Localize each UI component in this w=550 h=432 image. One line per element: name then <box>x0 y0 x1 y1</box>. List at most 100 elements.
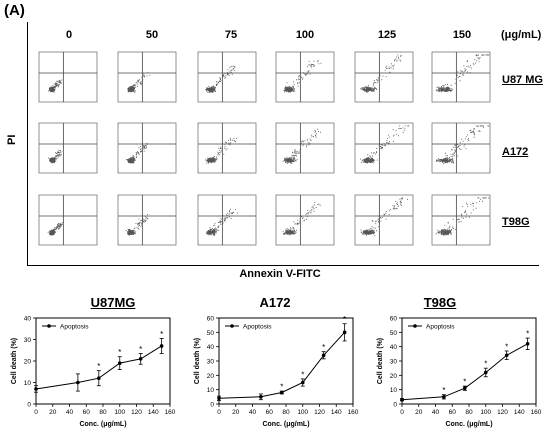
data-point <box>504 353 509 358</box>
line-chart-u87mg: 0 10 20 30 40 0 20 40 60 80 100 120 140 160 Conc. (μg/… <box>11 316 176 429</box>
data-point <box>400 397 404 402</box>
flow-plot-r1-c4 <box>354 122 414 174</box>
y-tick-label: 20 <box>390 373 398 380</box>
x-tick-label: 0 <box>400 409 404 416</box>
significance-mark: * <box>442 386 445 395</box>
x-tick-label: 40 <box>249 409 257 416</box>
significance-mark: * <box>484 360 487 369</box>
data-point <box>97 376 101 380</box>
significance-mark: * <box>160 330 163 339</box>
y-tick-label: 50 <box>390 330 398 337</box>
data-point <box>259 395 263 399</box>
concentration-label-75: 75 <box>224 29 238 41</box>
flow-dots <box>126 143 148 164</box>
y-tick-label: 20 <box>207 373 215 380</box>
x-tick-label: 140 <box>514 409 525 416</box>
data-point <box>159 344 164 348</box>
flow-dots <box>47 222 63 236</box>
concentration-label-150: 150 <box>452 29 472 41</box>
flow-plot-frame <box>38 122 98 174</box>
flow-dots <box>282 128 321 164</box>
legend-label: Apoptosis <box>60 323 89 330</box>
data-point <box>463 386 467 391</box>
y-tick-label: 50 <box>207 330 215 337</box>
x-tick-label: 20 <box>232 409 240 416</box>
data-point <box>34 387 38 391</box>
flow-dots <box>435 125 490 165</box>
x-axis-label: Conc. (μg/mL) <box>445 421 492 428</box>
x-tick-label: 80 <box>465 409 473 416</box>
y-tick-label: 0 <box>210 402 214 409</box>
data-point <box>321 353 326 358</box>
line-chart-t98g: 0 10 20 30 40 50 60 0 20 40 60 80 100 120 140 160 Conc. … <box>377 316 542 429</box>
x-tick-label: 60 <box>449 409 457 416</box>
flow-dots <box>206 208 239 236</box>
x-tick-label: 140 <box>331 409 342 416</box>
flow-plot-frame <box>354 51 414 103</box>
flow-plot-frame <box>38 194 98 246</box>
x-tick-label: 120 <box>314 409 325 416</box>
x-tick-label: 160 <box>348 409 359 416</box>
row-label-t98g: T98G <box>502 216 530 228</box>
flow-plot-r2-c2 <box>197 194 257 246</box>
concentration-label-0: 0 <box>65 29 73 41</box>
legend-marker <box>230 324 234 328</box>
flow-plot-frame <box>197 51 257 103</box>
y-tick-label: 10 <box>24 380 32 387</box>
series-line <box>401 343 528 401</box>
data-point <box>117 361 122 365</box>
flow-plot-r1-c1 <box>117 122 177 174</box>
x-tick-label: 160 <box>165 409 176 416</box>
flow-plot-r2-c0 <box>38 194 98 246</box>
flow-plot-r2-c1 <box>117 194 177 246</box>
significance-mark: * <box>463 378 466 387</box>
flow-cytometry-plots <box>38 51 491 246</box>
flow-plot-frame <box>197 194 257 246</box>
x-tick-label: 40 <box>66 409 74 416</box>
x-tick-label: 120 <box>131 409 142 416</box>
flow-dots <box>125 214 149 236</box>
legend-label: Apoptosis <box>243 323 272 330</box>
x-tick-label: 20 <box>415 409 423 416</box>
x-tick-label: 100 <box>297 409 308 416</box>
chart-title-t98g: T98G <box>423 295 457 310</box>
flow-dots <box>435 54 490 93</box>
x-tick-label: 80 <box>99 409 107 416</box>
x-tick-label: 160 <box>531 409 542 416</box>
x-tick-label: 120 <box>497 409 508 416</box>
flow-plot-r0-c1 <box>117 51 177 103</box>
x-tick-label: 60 <box>83 409 91 416</box>
flow-plot-r0-c4 <box>354 51 414 103</box>
flow-plot-r2-c5 <box>431 194 491 246</box>
y-tick-label: 10 <box>207 387 215 394</box>
data-point <box>76 380 80 385</box>
x-axis-label: Conc. (μg/mL) <box>79 421 126 428</box>
flow-plot-frame <box>431 122 491 174</box>
plot-frame <box>401 317 537 405</box>
x-tick-label: 0 <box>217 409 221 416</box>
row-label-a172: A172 <box>502 146 529 158</box>
significance-mark: * <box>322 343 325 352</box>
y-tick-label: 30 <box>207 359 215 366</box>
flow-dots <box>283 60 322 93</box>
y-tick-label: 20 <box>24 359 32 366</box>
concentration-label-125: 125 <box>377 29 397 41</box>
flow-dots <box>435 197 490 236</box>
data-point <box>442 395 446 399</box>
x-tick-label: 140 <box>148 409 159 416</box>
y-tick-label: 40 <box>207 344 215 351</box>
y-axis-label: Cell death (%) <box>11 338 18 384</box>
significance-mark: * <box>301 370 304 379</box>
significance-mark: * <box>139 345 142 354</box>
y-tick-label: 60 <box>207 316 215 323</box>
data-point <box>280 390 284 395</box>
legend-marker <box>47 324 51 328</box>
significance-mark: * <box>505 342 508 351</box>
x-tick-label: 40 <box>432 409 440 416</box>
flow-plot-r1-c5 <box>431 122 491 174</box>
y-tick-label: 40 <box>390 344 398 351</box>
plot-frame <box>218 317 354 405</box>
flow-plot-r2-c4 <box>354 194 414 246</box>
flow-dots <box>360 125 410 164</box>
flow-plot-r0-c2 <box>197 51 257 103</box>
